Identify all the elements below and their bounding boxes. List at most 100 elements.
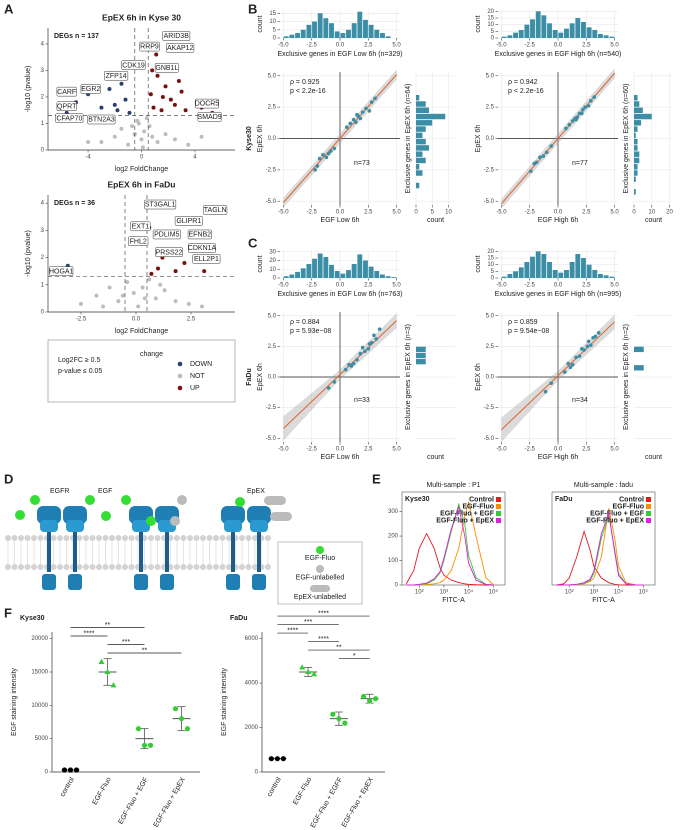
point (94, 293, 99, 298)
gene-label-box (188, 243, 216, 253)
hist-bar (340, 273, 346, 278)
lipid-head (187, 564, 193, 570)
point (119, 81, 124, 86)
y-tick-label: 0 (491, 36, 495, 42)
gene-label: CDKN1A (188, 245, 217, 252)
data-point (373, 696, 379, 702)
hist-bar (634, 113, 652, 120)
hist-bar (374, 29, 380, 38)
lipid-head (148, 564, 154, 570)
hist-bar (416, 145, 429, 151)
hist-bar (575, 254, 581, 278)
hist-bar (558, 32, 564, 38)
sample-label: FaDu (555, 496, 573, 503)
receptor-kinase (68, 574, 82, 590)
legend-threshold: p-value ≤ 0.05 (58, 368, 102, 375)
egf-fluo (146, 516, 156, 526)
point (581, 107, 585, 112)
egf-fluo (85, 495, 95, 505)
point (562, 370, 567, 374)
hist-bar (312, 258, 317, 278)
point (549, 144, 554, 148)
lipid-head (206, 564, 213, 570)
gene-label: AKAP12 (167, 45, 194, 52)
hist-bar (634, 189, 636, 195)
y-tick-label: 10 (487, 262, 494, 268)
y-tick-label: 0 (255, 770, 259, 776)
point (163, 84, 168, 89)
hist-bar (501, 276, 507, 278)
hist-bar (368, 24, 374, 38)
point (538, 155, 542, 160)
point (570, 119, 575, 123)
diagram-legend-label: EpEX-unlabelled (294, 594, 346, 601)
hist-bar (329, 264, 334, 278)
lipid-head (57, 564, 63, 570)
y-tick-label: 20000 (31, 636, 48, 642)
significance-label: ** (336, 644, 342, 651)
gene-label: QPRT (57, 103, 77, 110)
significance-label: **** (318, 610, 329, 617)
p-value: p < 2.2e-16 (508, 88, 544, 95)
gene-label-box (130, 221, 151, 232)
point (179, 89, 184, 94)
x-tick-label: 5 (431, 210, 435, 216)
legend-label: EGF-Fluo + EpEX (436, 517, 494, 524)
point (127, 110, 132, 115)
data-point (367, 698, 373, 704)
point (116, 299, 121, 304)
correlation: ρ = 0.942 (508, 79, 538, 86)
x-tick-label: -2.5 (525, 210, 536, 216)
point (374, 337, 379, 341)
gene-label-box (87, 114, 116, 125)
point (567, 122, 572, 127)
x-tick-label: 0 (632, 210, 636, 216)
lipid-head (245, 535, 252, 541)
fit-line (501, 72, 615, 205)
hist-bar (634, 145, 638, 151)
chart-title: Multi-sample : fadu (574, 482, 633, 489)
lipid-head (180, 535, 187, 541)
x-tick-label: -5.0 (496, 43, 507, 49)
point (136, 121, 141, 126)
y-tick-label: 0 (41, 148, 45, 154)
hist-bar (374, 271, 380, 278)
legend-swatch (496, 518, 501, 523)
receptor-domain (250, 520, 268, 532)
x-tick-label: -2.5 (525, 447, 536, 453)
y-tick-label: -5.0 (266, 436, 277, 442)
x-axis-label: FITC-A (442, 597, 465, 604)
point (332, 146, 337, 151)
hist-label: Exclusive genes in EGF High 6h (n=995) (495, 291, 622, 298)
hist-bar (357, 254, 363, 278)
y-tick-label: 0 (273, 36, 277, 42)
x-tick-label: -2.5 (307, 447, 318, 453)
x-tick-label: 10 (648, 210, 655, 216)
x-tick-label: 2.5 (187, 317, 196, 323)
hist-bar (416, 151, 423, 157)
point (156, 266, 160, 271)
y-tick-label: 6000 (245, 636, 259, 642)
receptor-tm (231, 532, 235, 572)
point (348, 121, 352, 126)
x-tick-label: -2.5 (76, 317, 87, 323)
lipid-head (18, 535, 24, 541)
lipid-head (63, 564, 70, 570)
gene-label: PDLIM5 (154, 232, 179, 239)
lipid-head (226, 564, 232, 570)
data-point (110, 682, 117, 688)
gene-label-box (128, 236, 149, 247)
hist-bar (416, 163, 420, 170)
hist-bar (306, 264, 312, 278)
point (566, 361, 570, 366)
egf-fluo (30, 495, 40, 505)
panel-letter: C (248, 235, 258, 250)
hist-label: Exclusive genes in EGF Low 6h (n=763) (277, 291, 402, 298)
correlation: ρ = 0.925 (290, 79, 320, 86)
point (326, 151, 331, 156)
hist-label: count (427, 217, 444, 224)
histogram-curve (406, 504, 494, 586)
hist-bar (530, 19, 535, 38)
hist-bar (416, 94, 420, 101)
hist-bar (524, 262, 530, 278)
